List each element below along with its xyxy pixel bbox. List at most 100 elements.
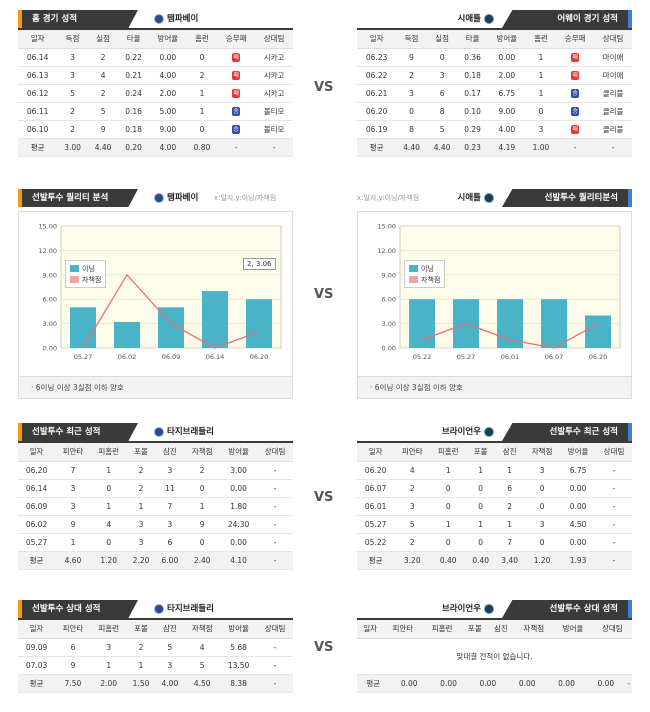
table-cell: 06.21 [357,84,397,103]
average-cell: 3.20 [394,551,431,570]
table-cell: 2 [394,479,431,498]
table-cell: 2 [126,479,156,498]
table-cell: 3.00 [220,461,258,480]
column-header: 승무패 [556,30,595,49]
average-cell: 8.38 [220,674,258,693]
table-cell: 0 [524,479,561,498]
right-vs-panel: 브라이언우 선발투수 상대 성적 일자 피안타 피홈런 포볼 삼진 자책점 방어율 상대팀 맞… [357,600,632,693]
column-header: 포볼 [126,443,156,462]
table-cell: 0.21 [118,66,149,85]
left-vs-tab: 선발투수 상대 성적 [18,600,138,618]
table-cell: 9 [396,48,427,67]
table-cell: 6 [55,638,91,657]
result-cell: 승 [556,84,595,103]
table-row: 06.14 3 0 2 11 0 0.00- [18,479,293,498]
average-cell: 1.20 [524,551,561,570]
left-vs-panel: 선발투수 상대 성적 타지브래들리 일자 피안타 피홈런 포볼 삼진 자책점 방어율 상대팀 0… [18,600,293,693]
table-cell: 마이애 [594,66,632,85]
average-cell: 평균 [357,674,390,693]
left-recent-panel: 선발투수 최근 성적 타지브래들리 일자 피안타 피홈런 포볼 삼진 자책점 방어율 상대팀 0… [18,423,293,570]
right-recent-panel: 브라이언우 선발투수 최근 성적 일자 피안타 피홈런 포볼 삼진 자책점 방어율 상대팀 06… [357,423,632,570]
average-row: 평균 4.40 4.40 0.23 4.19 1.00- - [357,138,632,157]
right-vs-head: 일자 피안타 피홈런 포볼 삼진 자책점 방어율 상대팀 [357,620,632,639]
table-cell: - [257,461,293,480]
table-header-row: 일자 피안타 피홈런 포볼 삼진 자책점 방어율 상대팀 [18,443,293,462]
x-tick-label: 05.22 [413,353,432,361]
table-cell: 1 [466,461,496,480]
y-tick-label: 15.00 [38,223,57,231]
table-cell: 06.13 [18,66,58,85]
table-header-row: 일자 피안타 피홈런 포볼 삼진 자책점 방어율 상대팀 [18,620,293,639]
table-cell: 0 [426,48,458,67]
home-team-name: 탬파베이 [154,10,198,28]
table-cell: 24.30 [220,515,258,534]
x-tick-label: 05.27 [74,353,93,361]
away-record-table: 일자 득점 실점 타율 방어율 홈런 승무패 상대팀 06.23 9 0 0.36 0.00 1 패 마이애 0… [357,30,632,157]
x-tick-label: 06.20 [250,353,269,361]
table-cell: - [596,479,632,498]
table-cell: 06.11 [18,102,58,121]
right-recent-tab: 선발투수 최근 성적 [502,423,632,441]
y-tick-label: 3.00 [43,320,57,328]
right-vs-avg: 평균 0.00 0.00 0.00 0.00 0.00 0.00- [357,674,632,693]
column-header: 승무패 [217,30,256,49]
table-header-row: 일자 득점 실점 타율 방어율 홈런 승무패 상대팀 [357,30,632,49]
table-cell: 07.03 [18,656,56,675]
average-cell: 4.50 [184,674,221,693]
average-row: 평균 7.50 2.00 1.50 4.00 4.50 8.38- [18,674,293,693]
left-recent-pitcher: 타지브래들리 [154,423,214,441]
team-logo-icon [154,604,164,614]
table-cell: 0 [186,120,218,139]
result-badge-icon: 패 [232,53,241,62]
left-quality-chart: 0.00 3.00 6.00 9.00 12.00 15.00 05.27 06.02 06.0… [18,211,293,399]
table-cell: 2 [126,638,156,657]
bar-mark [114,321,140,348]
column-header: 실점 [87,30,119,49]
home-record-tab: 홈 경기 성적 [18,10,138,28]
x-tick-label: 06.07 [545,353,564,361]
home-record-panel: 홈 경기 성적 탬파베이 일자 득점 실점 타율 방어율 홈런 승무패 상대팀 06.14 3 2 0… [18,10,293,157]
table-cell: 2 [184,461,221,480]
table-row: 06.07 2 0 0 6 0 0.00- [357,479,632,498]
era-line [82,273,260,349]
average-cell: 4.40 [396,138,427,157]
table-cell: - [257,638,293,657]
average-cell: 0.00 [428,674,469,693]
table-row: 06.20 7 1 2 3 2 3.00- [18,461,293,480]
left-quality-plot: 0.00 3.00 6.00 9.00 12.00 15.00 05.27 06.02 06.0… [38,223,282,361]
table-cell: 13.50 [220,656,258,675]
column-header: 득점 [57,30,88,49]
table-row: 06.11 2 5 0.16 5.00 1 승 볼티모 [18,102,293,121]
average-cell: 2.40 [184,551,221,570]
column-header: 자책점 [184,443,221,462]
table-cell: 9 [55,656,91,675]
column-header: 일자 [18,30,58,49]
table-cell: 9 [87,120,119,139]
table-cell: 1 [466,515,496,534]
average-row: 평균 3.00 4.40 0.20 4.00 0.80- - [18,138,293,157]
table-cell: 05.22 [357,533,395,552]
column-header: 득점 [396,30,427,49]
table-cell: 3 [55,497,91,516]
average-cell: 0.00 [507,674,547,693]
table-cell: 0.00 [220,533,258,552]
table-cell: - [596,515,632,534]
table-row: 06.13 3 4 0.21 4.00 2 패 시카고 [18,66,293,85]
vs-label: VS [314,287,334,302]
table-cell: 3 [57,48,88,67]
average-cell: 평균 [18,551,56,570]
table-cell: 06.20 [357,102,397,121]
home-record-table: 일자 득점 실점 타율 방어율 홈런 승무패 상대팀 06.14 3 2 0.22 0.00 0 패 시카고 0… [18,30,293,157]
table-row: 06.20 4 1 1 1 3 6.75- [357,461,632,480]
table-cell: - [596,461,632,480]
average-cell: 평균 [357,551,395,570]
away-record-tab: 어웨이 경기 성적 [502,10,632,28]
column-header: 피홈런 [90,443,127,462]
table-cell: - [257,515,293,534]
average-cell: 2.00 [90,674,127,693]
average-cell: - [257,551,293,570]
left-vs-table: 일자 피안타 피홈런 포볼 삼진 자책점 방어율 상대팀 09.09 6 3 2 5 4 5.68-07.0… [18,620,293,693]
table-row: 09.09 6 3 2 5 4 5.68- [18,638,293,657]
table-cell: 볼티모 [255,120,293,139]
table-cell: 4.00 [148,66,187,85]
